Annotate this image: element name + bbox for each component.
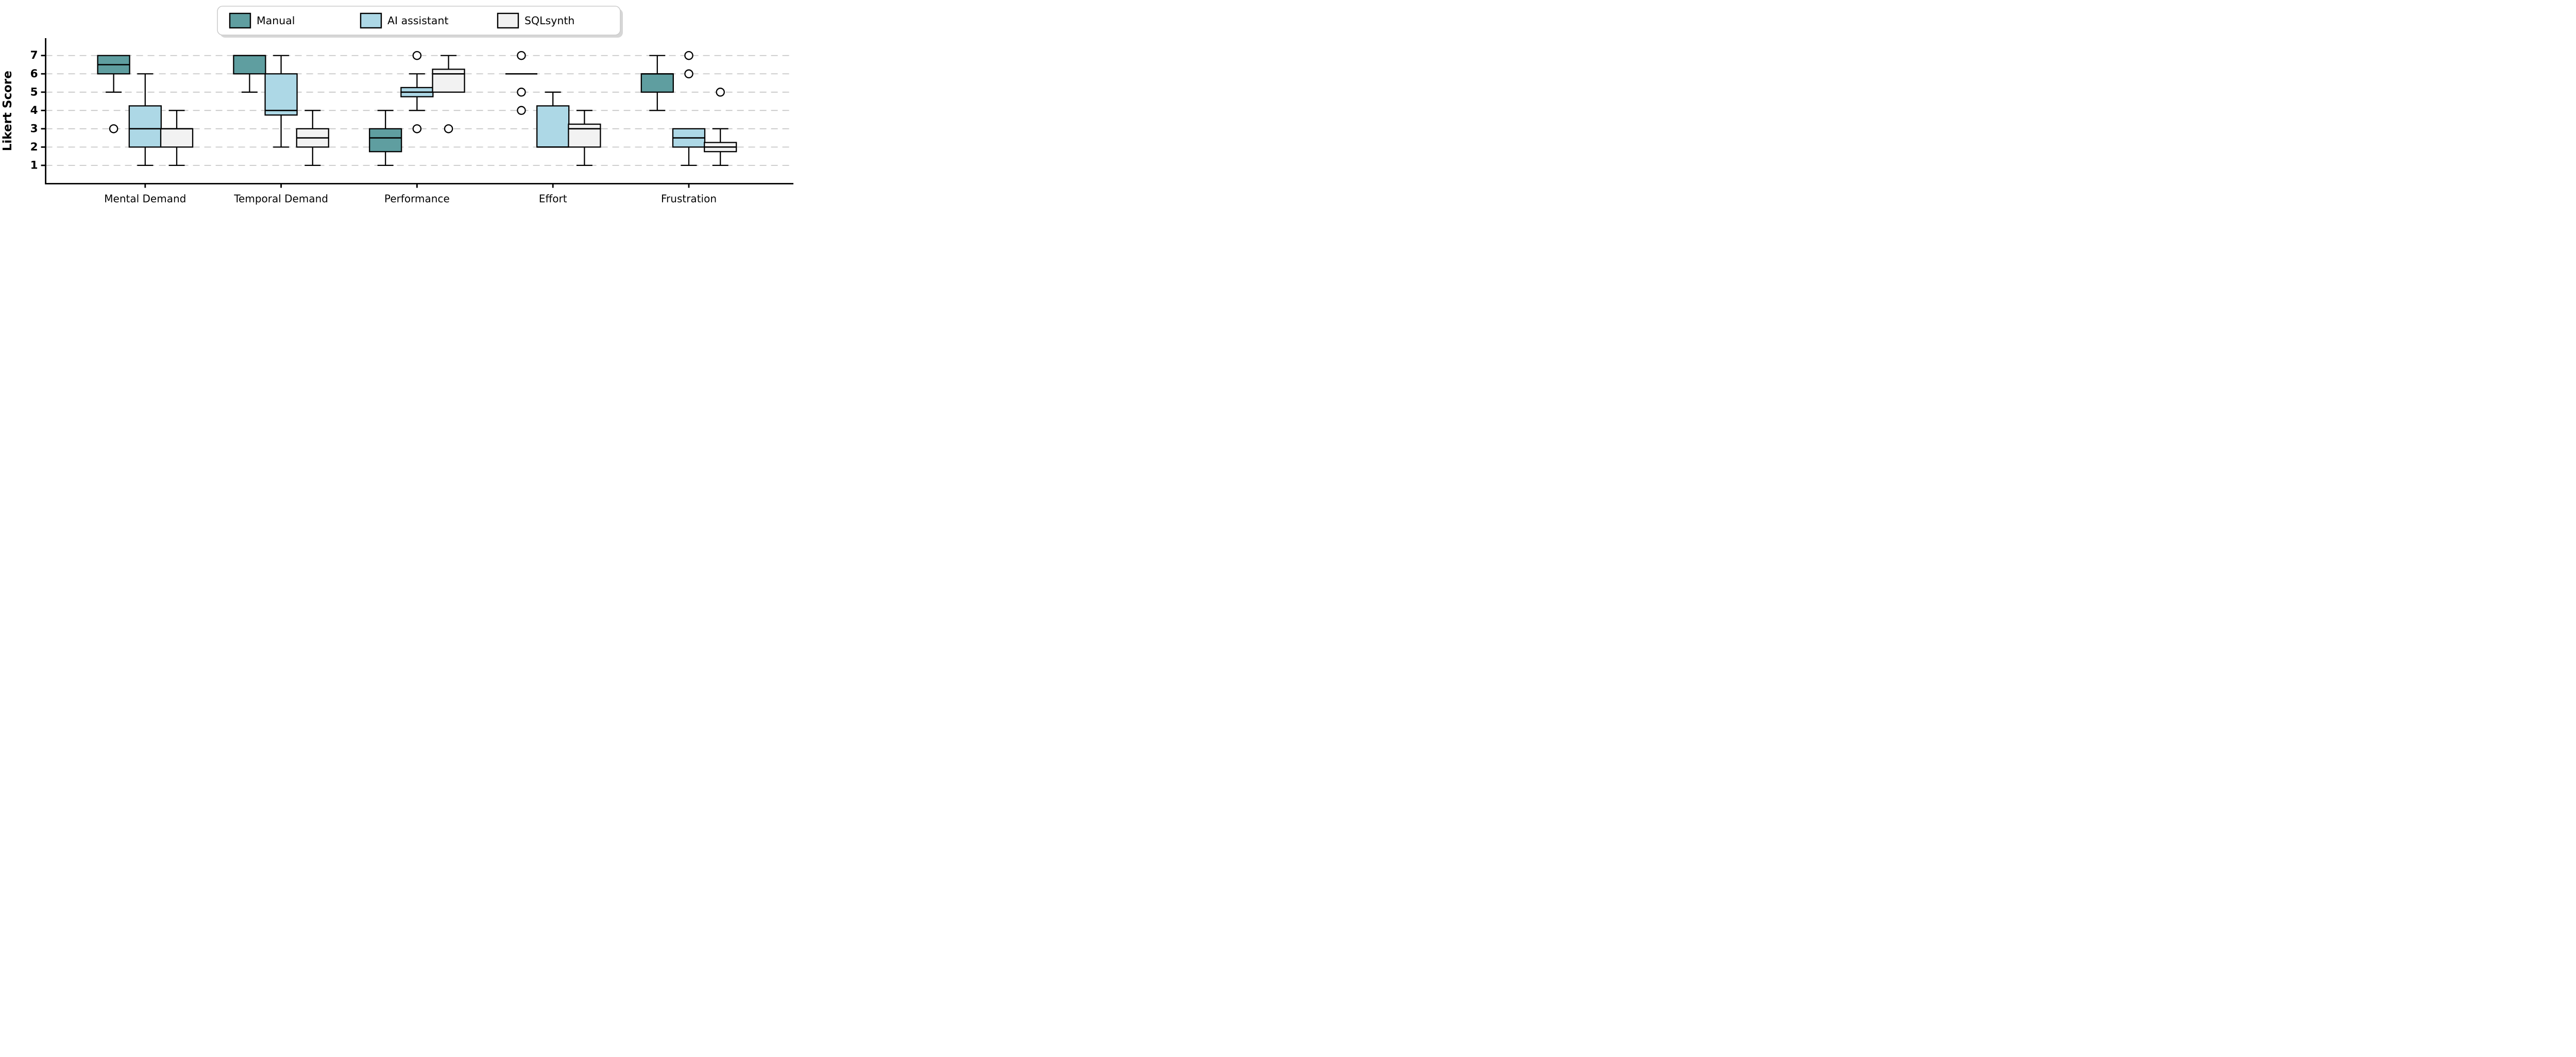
outlier-point — [517, 51, 526, 60]
box — [432, 69, 465, 93]
legend-frame — [217, 6, 621, 36]
box-group-sqlsynth-frustration — [704, 88, 737, 166]
x-category-label: Frustration — [661, 192, 717, 205]
legend-label: AI assistant — [387, 14, 449, 27]
outlier-point — [684, 69, 693, 79]
box — [369, 128, 402, 153]
box-group-ai-assistant-mental-demand — [128, 73, 162, 166]
box — [640, 73, 674, 93]
box-group-ai-assistant-temporal-demand — [264, 55, 298, 148]
legend-item: SQLsynth — [497, 12, 574, 29]
legend-label: SQLsynth — [524, 14, 574, 27]
box-group-manual-performance — [369, 110, 402, 166]
box — [233, 55, 266, 75]
box-group-sqlsynth-temporal-demand — [296, 110, 329, 166]
legend-label: Manual — [257, 14, 295, 27]
box — [160, 128, 194, 148]
legend-item: AI assistant — [360, 12, 449, 29]
box — [128, 105, 162, 148]
y-tick-label: 2 — [30, 141, 38, 154]
y-axis-title: Likert Score — [1, 71, 14, 151]
outlier-point — [517, 88, 526, 97]
legend-swatch — [497, 12, 519, 29]
y-tick-label: 7 — [30, 49, 38, 62]
x-category-label: Mental Demand — [104, 192, 186, 205]
legend-swatch — [360, 12, 382, 29]
y-tick-label: 3 — [30, 122, 38, 135]
box-group-ai-assistant-performance — [400, 51, 434, 133]
legend-item: Manual — [229, 12, 295, 29]
outlier-point — [444, 124, 453, 133]
box-group-manual-effort — [505, 51, 537, 115]
y-tick-label: 5 — [30, 86, 38, 98]
legend: Manual AI assistant SQLsynth — [217, 6, 623, 38]
legend-swatch — [229, 12, 251, 29]
y-tick-label: 4 — [30, 104, 38, 117]
box-group-sqlsynth-mental-demand — [160, 110, 194, 166]
x-category-label: Performance — [384, 192, 450, 205]
box-group-manual-temporal-demand — [233, 55, 266, 93]
x-category-label: Effort — [539, 192, 567, 205]
box-group-ai-assistant-frustration — [672, 51, 706, 166]
box — [264, 73, 298, 116]
y-tick-label: 6 — [30, 68, 38, 80]
box-group-sqlsynth-effort — [568, 110, 601, 166]
box-group-manual-mental-demand — [97, 55, 130, 133]
outlier-point — [716, 88, 725, 97]
x-category-label: Temporal Demand — [233, 192, 328, 205]
y-tick-label: 1 — [30, 159, 38, 172]
boxplot-figure: 1 2 3 4 5 6 7 Mental Demand Temporal Demand Perfo… — [0, 0, 795, 211]
box — [568, 123, 601, 148]
outlier-point — [684, 51, 693, 60]
outlier-point — [412, 124, 422, 133]
boxplot-chart: 1 2 3 4 5 6 7 Mental Demand Temporal Demand Perfo… — [0, 0, 795, 211]
outlier-point — [109, 124, 118, 133]
outlier-point — [517, 106, 526, 115]
box-group-manual-frustration — [640, 55, 674, 111]
box-group-sqlsynth-performance — [432, 55, 465, 133]
outlier-point — [412, 51, 422, 60]
box — [536, 105, 570, 148]
